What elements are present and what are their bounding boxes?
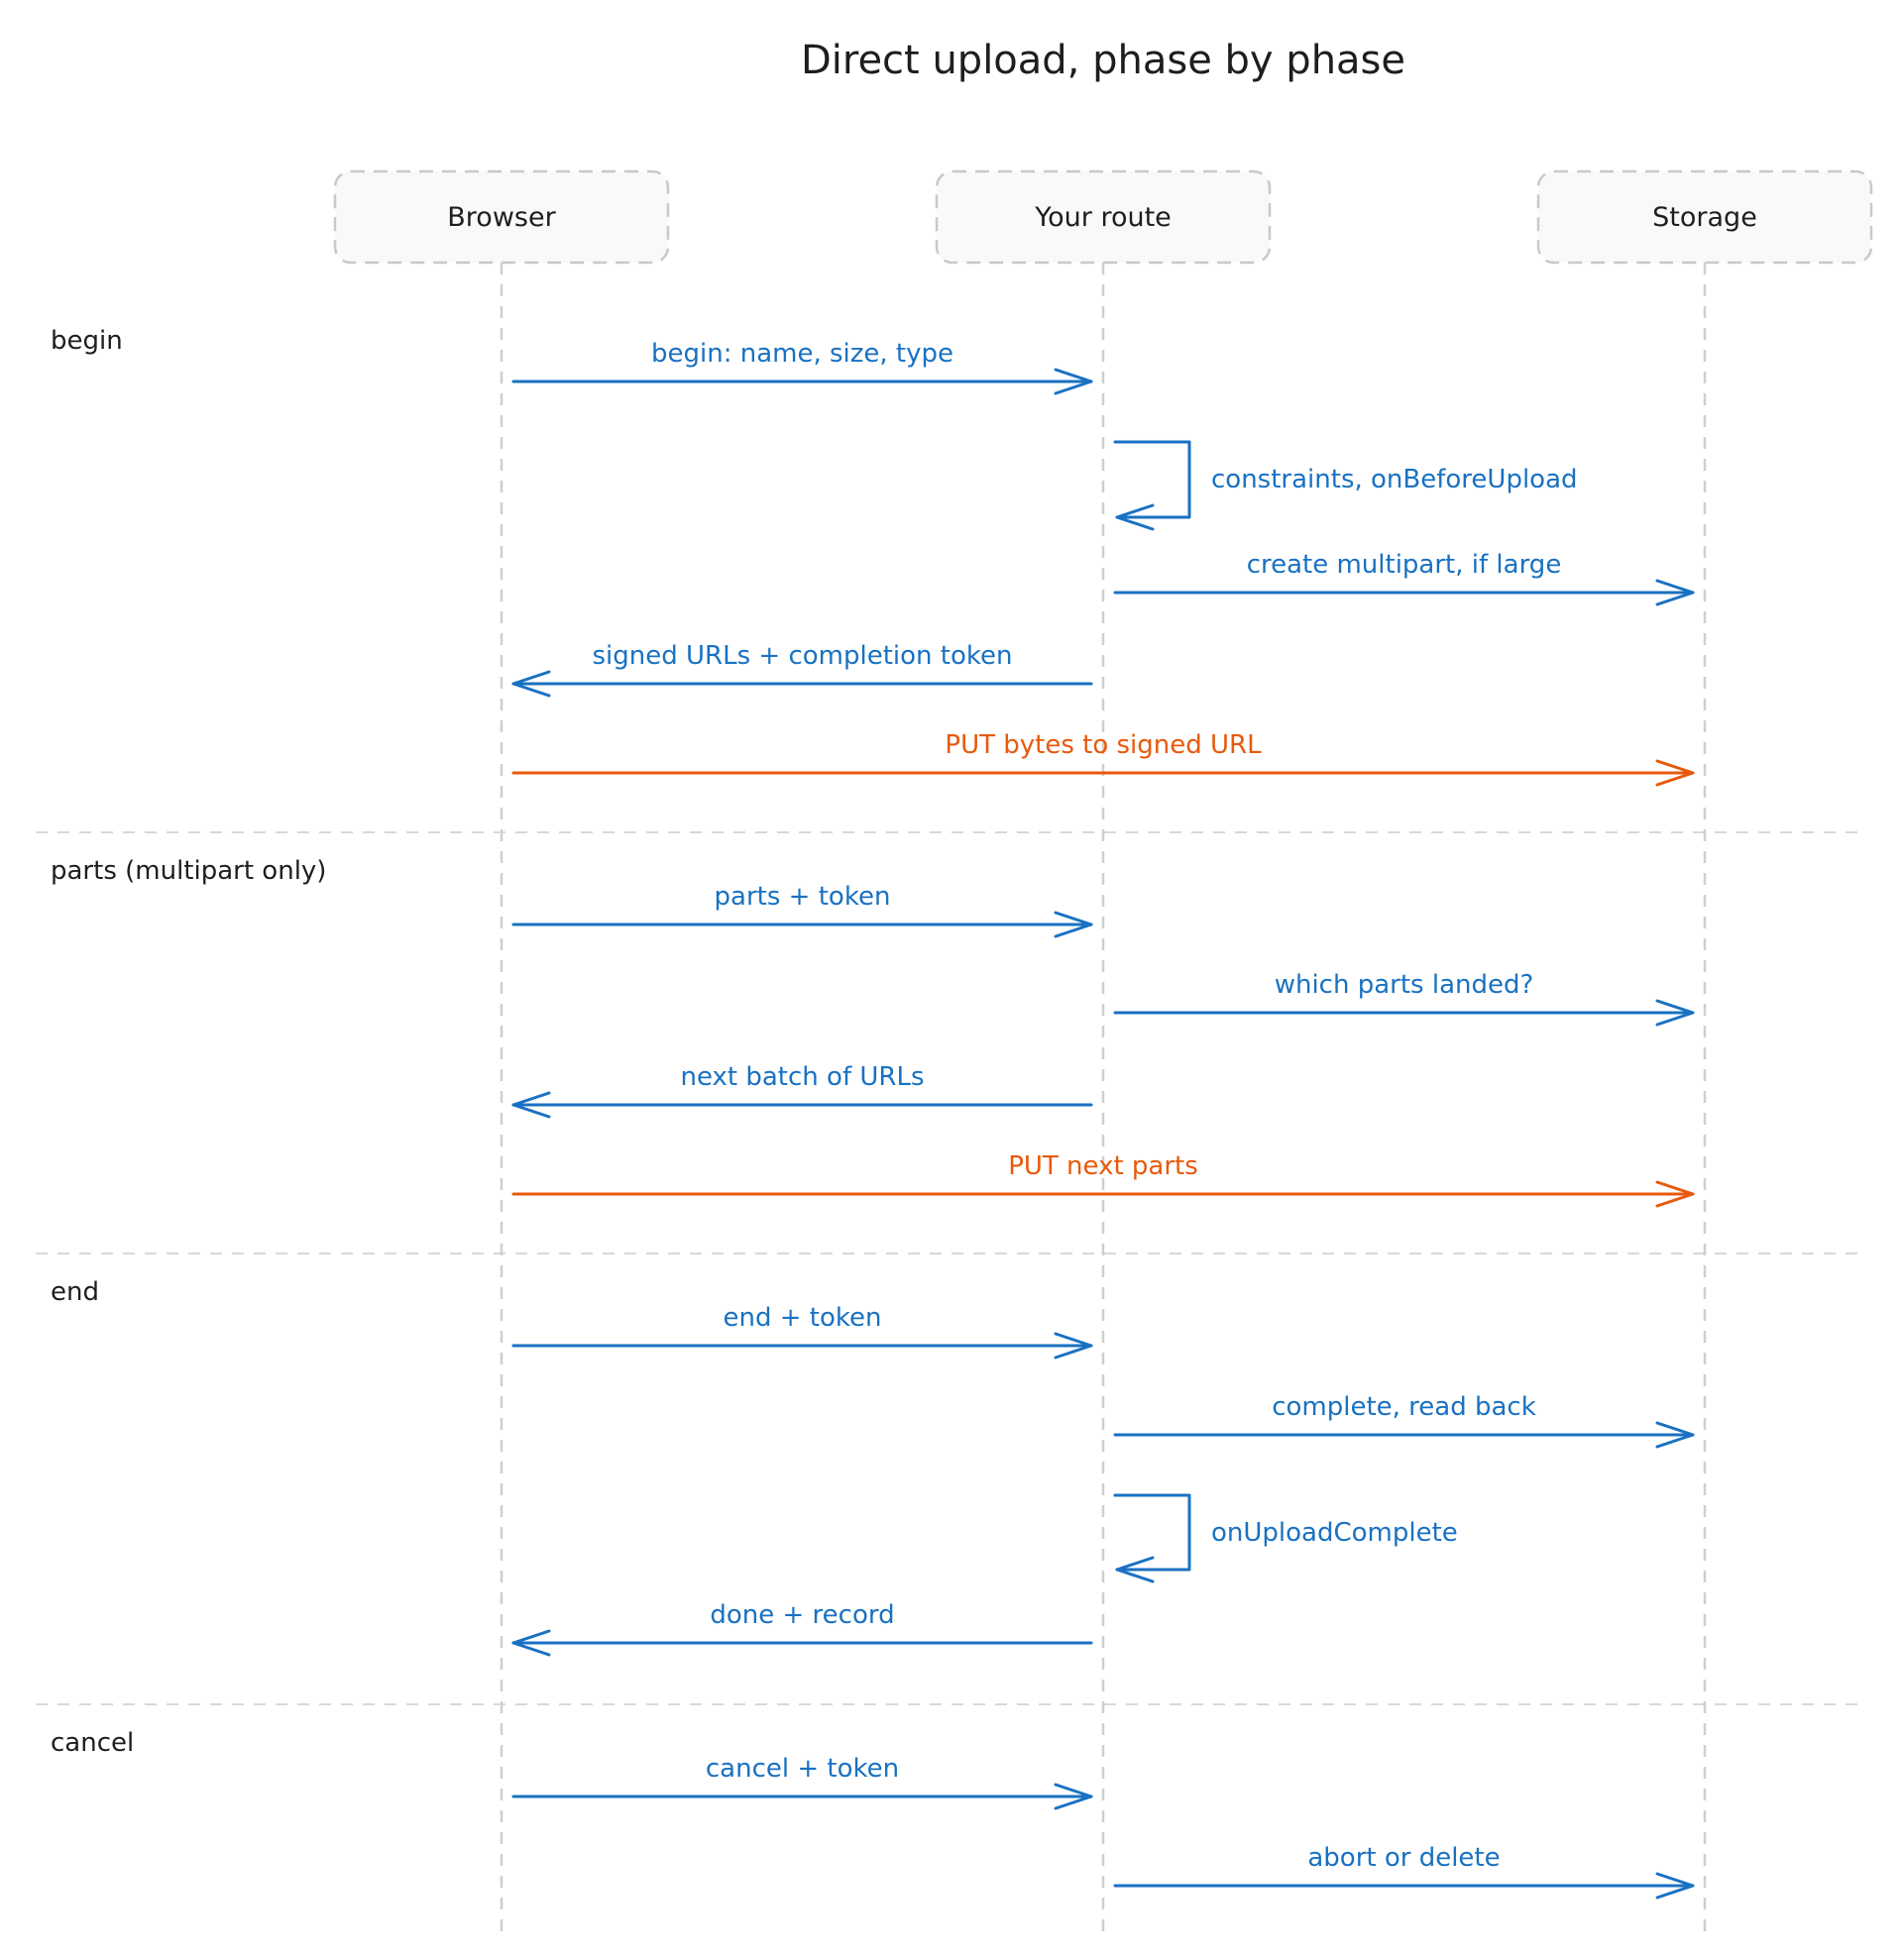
arrowhead — [1655, 999, 1695, 1027]
message-2: constraints, onBeforeUpload — [1113, 440, 1578, 531]
message-6: parts + token — [511, 882, 1093, 938]
actor-box — [333, 169, 670, 265]
phase-label-end: end — [51, 1277, 99, 1307]
message-10: end + token — [511, 1303, 1093, 1360]
arrowhead — [1655, 1180, 1695, 1208]
phase-label-parts: parts (multipart only) — [51, 856, 326, 886]
arrowhead — [1115, 503, 1155, 531]
actor-route: Your route — [935, 169, 1272, 265]
actor-box — [935, 169, 1272, 265]
message-label: which parts landed? — [1275, 970, 1534, 1000]
message-label: cancel + token — [706, 1754, 899, 1784]
phase-label-begin: begin — [51, 326, 123, 356]
message-label: signed URLs + completion token — [593, 641, 1013, 671]
message-14: cancel + token — [511, 1754, 1093, 1810]
actor-label: Storage — [1652, 202, 1757, 233]
message-label: parts + token — [715, 882, 891, 912]
actor-box — [1536, 169, 1873, 265]
arrowhead — [1115, 1556, 1155, 1583]
arrowhead — [1054, 911, 1093, 938]
arrowhead — [1054, 1332, 1093, 1360]
arrowhead — [511, 1629, 551, 1657]
message-3: create multipart, if large — [1113, 550, 1695, 606]
self-message-line — [1113, 1493, 1191, 1572]
message-label: create multipart, if large — [1247, 550, 1562, 580]
actor-storage: Storage — [1536, 169, 1873, 265]
actor-browser: Browser — [333, 169, 670, 265]
arrowhead — [1054, 1783, 1093, 1810]
message-15: abort or delete — [1113, 1843, 1695, 1900]
message-label: abort or delete — [1307, 1843, 1500, 1873]
arrowhead — [511, 1091, 551, 1119]
message-4: signed URLs + completion token — [511, 641, 1093, 698]
message-5: PUT bytes to signed URL — [511, 730, 1695, 787]
message-7: which parts landed? — [1113, 970, 1695, 1027]
messages: begin: name, size, type constraints, onBe… — [511, 339, 1695, 1900]
message-label: begin: name, size, type — [651, 339, 953, 369]
message-1: begin: name, size, type — [511, 339, 1093, 395]
arrowhead — [1655, 1421, 1695, 1449]
message-8: next batch of URLs — [511, 1062, 1093, 1119]
message-label: end + token — [724, 1303, 882, 1333]
diagram-title: Direct upload, phase by phase — [801, 38, 1405, 83]
arrowhead — [1054, 368, 1093, 395]
arrowhead — [1655, 759, 1695, 787]
message-9: PUT next parts — [511, 1151, 1695, 1208]
message-12: onUploadComplete — [1113, 1493, 1458, 1583]
phase-separators — [36, 831, 1867, 1705]
message-13: done + record — [511, 1600, 1093, 1657]
message-label: complete, read back — [1272, 1392, 1536, 1422]
message-label: next batch of URLs — [681, 1062, 925, 1092]
actor-label: Browser — [447, 202, 556, 233]
actor-label: Your route — [1034, 202, 1172, 233]
actors: Browser Your route Storage — [333, 169, 1873, 265]
message-11: complete, read back — [1113, 1392, 1695, 1449]
arrowhead — [1655, 1872, 1695, 1900]
lifelines — [500, 263, 1707, 1932]
message-label: constraints, onBeforeUpload — [1211, 465, 1578, 494]
message-label: done + record — [710, 1600, 894, 1630]
message-label: PUT next parts — [1008, 1151, 1198, 1181]
phase-labels: begin parts (multipart only) end cancel — [51, 326, 326, 1758]
message-label: onUploadComplete — [1211, 1518, 1458, 1548]
arrowhead — [1655, 579, 1695, 606]
arrowhead — [511, 670, 551, 698]
self-message-line — [1113, 440, 1191, 519]
phase-label-cancel: cancel — [51, 1728, 134, 1758]
message-label: PUT bytes to signed URL — [945, 730, 1262, 760]
